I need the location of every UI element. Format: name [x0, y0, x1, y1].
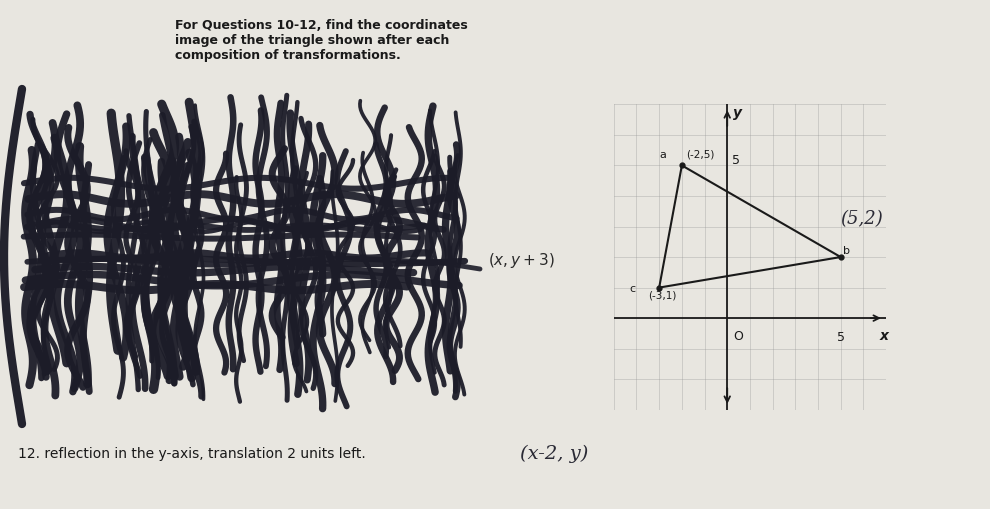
Text: For Questions 10-12, find the coordinates: For Questions 10-12, find the coordinate…: [175, 19, 467, 32]
Text: 12. reflection in the y-axis, translation 2 units left.: 12. reflection in the y-axis, translatio…: [18, 447, 365, 461]
Text: y: y: [733, 105, 742, 120]
Text: 5: 5: [837, 331, 844, 344]
Text: (-2,5): (-2,5): [686, 150, 715, 160]
Text: O: O: [733, 329, 742, 343]
Text: (x-2, y): (x-2, y): [520, 445, 588, 463]
Text: image of the triangle shown after each: image of the triangle shown after each: [175, 34, 449, 47]
Text: (-3,1): (-3,1): [647, 290, 676, 300]
Text: 5: 5: [732, 154, 740, 167]
Text: a: a: [659, 150, 666, 160]
Text: (5,2): (5,2): [840, 210, 883, 228]
Text: c: c: [630, 284, 636, 294]
Text: x: x: [879, 328, 888, 343]
Text: $(x, y+3)$: $(x, y+3)$: [488, 251, 554, 270]
Text: b: b: [842, 246, 850, 256]
Text: composition of transformations.: composition of transformations.: [175, 49, 401, 62]
